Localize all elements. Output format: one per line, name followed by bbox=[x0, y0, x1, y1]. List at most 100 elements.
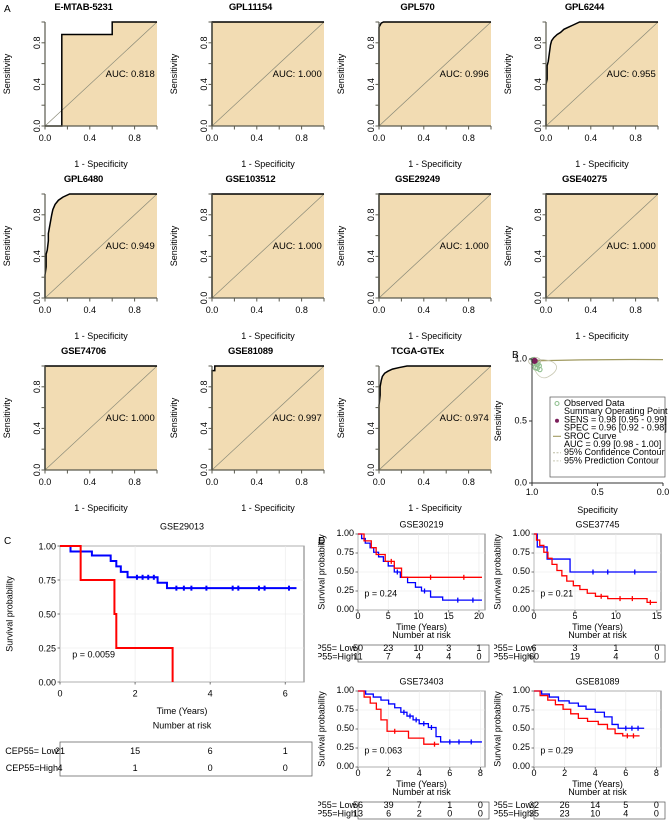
svg-text:0.0: 0.0 bbox=[540, 305, 553, 315]
sroc-panel: 1.0 0.5 0.0 0.0 0.5 1.0 Specificity Sensitivity… bbox=[492, 345, 669, 517]
svg-text:4: 4 bbox=[417, 768, 422, 778]
svg-text:0.50: 0.50 bbox=[512, 723, 530, 733]
svg-text:0.0: 0.0 bbox=[373, 133, 386, 143]
svg-text:15: 15 bbox=[652, 611, 662, 621]
svg-text:0.4: 0.4 bbox=[533, 78, 543, 91]
svg-text:2: 2 bbox=[562, 768, 567, 778]
svg-text:CEP55=High: CEP55=High bbox=[494, 809, 532, 819]
svg-text:0.0: 0.0 bbox=[32, 120, 42, 133]
svg-text:0.0: 0.0 bbox=[32, 464, 42, 477]
svg-text:0: 0 bbox=[355, 768, 360, 778]
svg-text:0: 0 bbox=[355, 611, 360, 621]
roc-panel-gse40275: GSE40275 0.0 0.4 0.8 0.0 0.4 0.8 1 - Specificit… bbox=[501, 172, 668, 342]
roc-title: GPL570 bbox=[400, 2, 435, 13]
svg-text:Number at risk: Number at risk bbox=[568, 630, 627, 640]
svg-text:8: 8 bbox=[654, 768, 659, 778]
svg-text:26: 26 bbox=[560, 800, 570, 810]
svg-text:32: 32 bbox=[529, 800, 539, 810]
svg-text:CEP55= Low: CEP55= Low bbox=[318, 800, 356, 810]
svg-text:1: 1 bbox=[476, 643, 481, 653]
svg-text:95% Confidence Contour: 95% Confidence Contour bbox=[564, 447, 665, 457]
svg-text:10: 10 bbox=[413, 611, 423, 621]
roc-panel-gse74706: GSE74706 0.0 0.4 0.8 0.0 0.4 0.8 1 - Specificit… bbox=[0, 344, 167, 514]
svg-text:Number at risk: Number at risk bbox=[568, 787, 627, 797]
svg-text:0.4: 0.4 bbox=[199, 422, 209, 435]
roc-grid: E-MTAB-5231 0.0 0.4 0.8 0.0 0.4 0.8 1 - Specifi… bbox=[0, 0, 668, 514]
svg-text:0.25: 0.25 bbox=[336, 585, 354, 595]
svg-text:0: 0 bbox=[654, 800, 659, 810]
svg-text:Sensitivity: Sensitivity bbox=[336, 397, 346, 438]
roc-panel-gse29249: GSE29249 0.0 0.4 0.8 0.0 0.4 0.8 1 - Specificit… bbox=[334, 172, 501, 342]
svg-text:0.25: 0.25 bbox=[512, 585, 530, 595]
sroc-plot: 1.0 0.5 0.0 0.0 0.5 1.0 Specificity Sensitivity… bbox=[493, 354, 669, 516]
svg-text:2: 2 bbox=[417, 809, 422, 819]
svg-text:6: 6 bbox=[623, 768, 628, 778]
svg-text:GSE30219: GSE30219 bbox=[399, 520, 443, 530]
svg-text:0.4: 0.4 bbox=[199, 78, 209, 91]
roc-panel-gpl6480: GPL6480 0.0 0.4 0.8 0.0 0.4 0.8 1 - Specificity… bbox=[0, 172, 167, 342]
svg-text:23: 23 bbox=[383, 643, 393, 653]
svg-text:1: 1 bbox=[613, 643, 618, 653]
svg-text:0.75: 0.75 bbox=[512, 547, 530, 557]
svg-text:CEP55=High: CEP55=High bbox=[318, 652, 356, 662]
svg-text:2: 2 bbox=[386, 768, 391, 778]
svg-text:0.25: 0.25 bbox=[336, 742, 354, 752]
svg-text:0.0: 0.0 bbox=[39, 133, 52, 143]
svg-text:0.00: 0.00 bbox=[336, 604, 354, 614]
roc-panel-gse103512: GSE103512 0.0 0.4 0.8 0.0 0.4 0.8 1 - Specifici… bbox=[167, 172, 334, 342]
svg-text:4: 4 bbox=[613, 652, 618, 662]
svg-text:0.0: 0.0 bbox=[514, 478, 527, 488]
svg-text:Summary Operating Point: Summary Operating Point bbox=[564, 406, 668, 416]
panel-d-letter: D bbox=[318, 536, 326, 547]
svg-text:0.0: 0.0 bbox=[206, 133, 219, 143]
roc-panel-gpl570: GPL570 0.0 0.4 0.8 0.0 0.4 0.8 1 - Specificity S… bbox=[334, 0, 501, 170]
svg-text:0.00: 0.00 bbox=[336, 761, 354, 771]
svg-text:0: 0 bbox=[447, 809, 452, 819]
svg-text:0.4: 0.4 bbox=[251, 133, 264, 143]
svg-text:0.00: 0.00 bbox=[38, 678, 56, 688]
svg-text:3: 3 bbox=[446, 643, 451, 653]
svg-text:0.5: 0.5 bbox=[514, 416, 527, 426]
svg-text:3: 3 bbox=[572, 643, 577, 653]
svg-text:Time (Years): Time (Years) bbox=[396, 779, 447, 789]
svg-text:Time (Years): Time (Years) bbox=[572, 622, 623, 632]
svg-text:SPEC = 0.96 [0.92 - 0.98]: SPEC = 0.96 [0.92 - 0.98] bbox=[564, 423, 667, 433]
km-small-gse30219: 0 5 10 15 20 0.00 0.25 0.50 0.75 1.00 Time (Years)… bbox=[318, 520, 493, 677]
svg-text:1.00: 1.00 bbox=[336, 685, 354, 695]
svg-text:0: 0 bbox=[478, 800, 483, 810]
svg-text:GSE73403: GSE73403 bbox=[399, 677, 443, 687]
svg-text:0.25: 0.25 bbox=[512, 742, 530, 752]
svg-text:Number at risk: Number at risk bbox=[153, 721, 212, 731]
svg-text:Sensitivity: Sensitivity bbox=[503, 53, 513, 94]
svg-text:4: 4 bbox=[57, 763, 62, 773]
svg-text:AUC: 1.000: AUC: 1.000 bbox=[607, 241, 656, 252]
svg-text:SROC Curve: SROC Curve bbox=[564, 431, 617, 441]
svg-text:0.4: 0.4 bbox=[366, 250, 376, 263]
svg-text:1 - Specificity: 1 - Specificity bbox=[408, 503, 462, 513]
svg-text:20: 20 bbox=[474, 611, 484, 621]
svg-text:0.0: 0.0 bbox=[366, 292, 376, 305]
svg-text:AUC: 0.997: AUC: 0.997 bbox=[273, 413, 322, 424]
svg-text:0.75: 0.75 bbox=[336, 547, 354, 557]
roc-panel-gpl11154: GPL11154 0.0 0.4 0.8 0.0 0.4 0.8 1 - Specificit… bbox=[167, 0, 334, 170]
svg-text:AUC: 1.000: AUC: 1.000 bbox=[106, 413, 155, 424]
svg-text:0.0: 0.0 bbox=[39, 477, 52, 487]
svg-text:0.0: 0.0 bbox=[199, 464, 209, 477]
svg-text:1: 1 bbox=[447, 800, 452, 810]
roc-title: GSE74706 bbox=[61, 346, 106, 357]
svg-text:0.4: 0.4 bbox=[418, 133, 431, 143]
km-small-panels: 0 5 10 15 20 0.00 0.25 0.50 0.75 1.00 Time (Years)… bbox=[318, 516, 669, 830]
svg-text:AUC = 0.99 [0.98 - 1.00]: AUC = 0.99 [0.98 - 1.00] bbox=[564, 439, 661, 449]
roc-panel-tcga-gtex: TCGA-GTEx 0.0 0.4 0.8 0.0 0.4 0.8 1 - Specifici… bbox=[334, 344, 501, 514]
roc-plot: 0.0 0.4 0.8 0.0 0.4 0.8 1 - Specificity Sensiti… bbox=[503, 193, 659, 341]
svg-text:p = 0.0059: p = 0.0059 bbox=[72, 650, 115, 660]
svg-text:0.0: 0.0 bbox=[366, 464, 376, 477]
svg-text:CEP55= Low: CEP55= Low bbox=[5, 746, 58, 756]
svg-text:0.4: 0.4 bbox=[366, 78, 376, 91]
svg-text:0: 0 bbox=[478, 809, 483, 819]
svg-text:6: 6 bbox=[447, 768, 452, 778]
